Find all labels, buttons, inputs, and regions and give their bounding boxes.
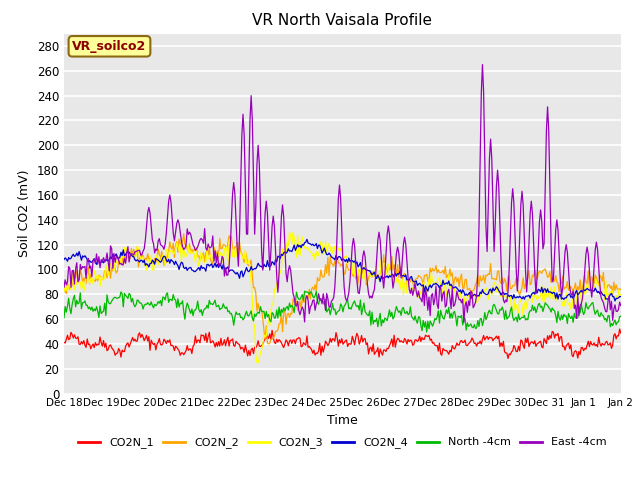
Legend: CO2N_1, CO2N_2, CO2N_3, CO2N_4, North -4cm, East -4cm: CO2N_1, CO2N_2, CO2N_3, CO2N_4, North -4… xyxy=(74,433,611,453)
X-axis label: Time: Time xyxy=(327,414,358,427)
Text: VR_soilco2: VR_soilco2 xyxy=(72,40,147,53)
Y-axis label: Soil CO2 (mV): Soil CO2 (mV) xyxy=(18,170,31,257)
Title: VR North Vaisala Profile: VR North Vaisala Profile xyxy=(252,13,433,28)
